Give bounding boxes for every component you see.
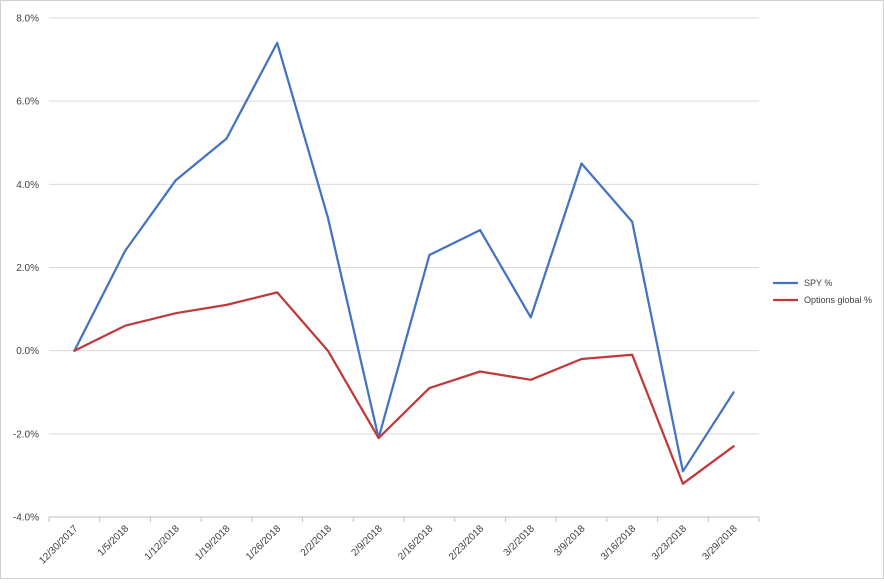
x-tick-label: 3/23/2018	[650, 523, 690, 563]
data-point	[378, 437, 380, 439]
data-point	[733, 391, 735, 393]
data-point	[428, 387, 430, 389]
legend-label: SPY %	[804, 278, 832, 288]
legend-label: Options global %	[804, 295, 872, 305]
data-point	[73, 350, 75, 352]
data-point	[530, 379, 532, 381]
data-point	[581, 358, 583, 360]
data-point	[682, 470, 684, 472]
x-tick-label: 3/9/2018	[552, 523, 588, 559]
y-tick-label: 6.0%	[16, 97, 39, 108]
data-point	[327, 217, 329, 219]
data-point	[327, 350, 329, 352]
data-point	[530, 316, 532, 318]
data-point	[733, 445, 735, 447]
data-point	[276, 291, 278, 293]
y-tick-label: -2.0%	[13, 429, 39, 440]
x-tick-label: 1/26/2018	[244, 523, 284, 563]
data-point	[682, 483, 684, 485]
data-point	[276, 42, 278, 44]
gridlines	[49, 17, 759, 518]
x-tick-label: 1/12/2018	[143, 523, 183, 563]
x-tick-label: 3/29/2018	[701, 523, 741, 563]
data-point	[479, 370, 481, 372]
data-point	[175, 179, 177, 181]
legend: SPY % Options global %	[773, 278, 872, 305]
data-point	[226, 138, 228, 140]
y-tick-label: -4.0%	[13, 513, 39, 524]
x-tick-label: 3/16/2018	[599, 523, 639, 563]
x-tick-label: 3/2/2018	[502, 523, 538, 559]
data-point	[428, 254, 430, 256]
x-tick-label: 12/30/2017	[37, 523, 80, 566]
x-tick-label: 2/16/2018	[396, 523, 436, 563]
data-point	[479, 229, 481, 231]
data-point	[124, 325, 126, 327]
series-line-1	[73, 291, 735, 485]
data-point	[631, 354, 633, 356]
data-point	[175, 312, 177, 314]
data-point	[631, 221, 633, 223]
x-tick-label: 1/5/2018	[96, 523, 132, 559]
x-tick-label: 1/19/2018	[193, 523, 233, 563]
series-line-0	[73, 41, 735, 473]
y-tick-label: 8.0%	[16, 14, 39, 25]
y-tick-label: 4.0%	[16, 180, 39, 191]
data-point	[124, 250, 126, 252]
x-tick-label: 2/9/2018	[349, 523, 385, 559]
data-point	[226, 304, 228, 306]
x-tick-label: 2/2/2018	[299, 523, 335, 559]
series-lines	[73, 41, 735, 485]
data-point	[581, 163, 583, 165]
x-tick-label: 2/23/2018	[447, 523, 487, 563]
y-tick-label: 2.0%	[16, 263, 39, 274]
y-tick-label: 0.0%	[16, 346, 39, 357]
